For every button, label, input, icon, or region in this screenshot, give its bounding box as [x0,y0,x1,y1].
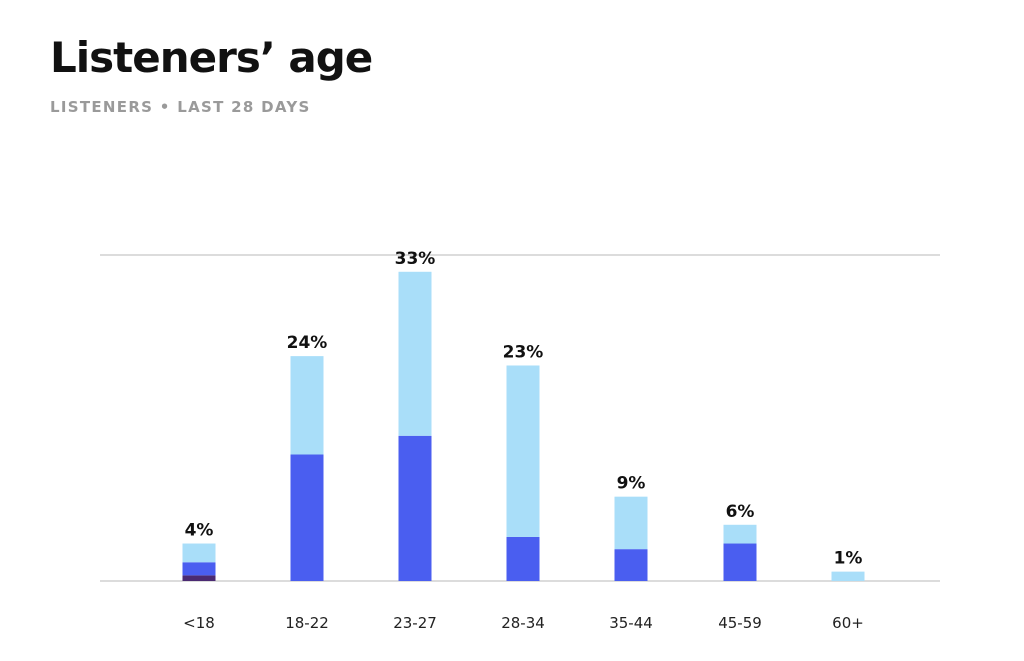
bar-segment-3544-2 [614,496,648,550]
page-subtitle: LISTENERS • LAST 28 DAYS [50,98,311,116]
bar-segment-60-2 [831,571,865,581]
page-title: Listeners’ age [50,33,373,82]
chart-bars [182,271,865,581]
bar-segment-2327-2 [398,271,432,436]
bar-segment-18-0 [182,575,216,581]
data-label: 33% [395,249,436,269]
data-label: 1% [834,549,863,569]
data-label: 24% [287,333,328,353]
x-tick-label: 45-59 [718,614,762,632]
bar-segment-18-2 [182,543,216,563]
data-label: 23% [503,342,544,362]
x-tick-label: 23-27 [393,614,437,632]
x-tick-label: 35-44 [609,614,653,632]
bar-segment-1822-2 [290,356,324,455]
x-tick-label: 18-22 [285,614,329,632]
x-tick-label: 60+ [832,614,864,632]
bar-segment-1822-1 [290,454,324,581]
bar-segment-4559-2 [723,524,757,544]
bar-segment-2327-1 [398,435,432,581]
data-label: 6% [726,502,755,522]
x-tick-label: <18 [183,614,215,632]
bar-segment-4559-1 [723,543,757,581]
bar-segment-2834-2 [506,365,540,537]
x-tick-label: 28-34 [501,614,545,632]
bar-segment-18-1 [182,562,216,576]
data-label: 4% [185,521,214,541]
chart-data-labels: 4% 24% 33% 23% 9% 6% 1% [185,249,863,569]
bar-segment-3544-1 [614,549,648,581]
data-label: 9% [617,474,646,494]
bar-segment-2834-1 [506,536,540,581]
chart-x-axis: <18 18-22 23-27 28-34 35-44 45-59 60+ [183,614,864,632]
